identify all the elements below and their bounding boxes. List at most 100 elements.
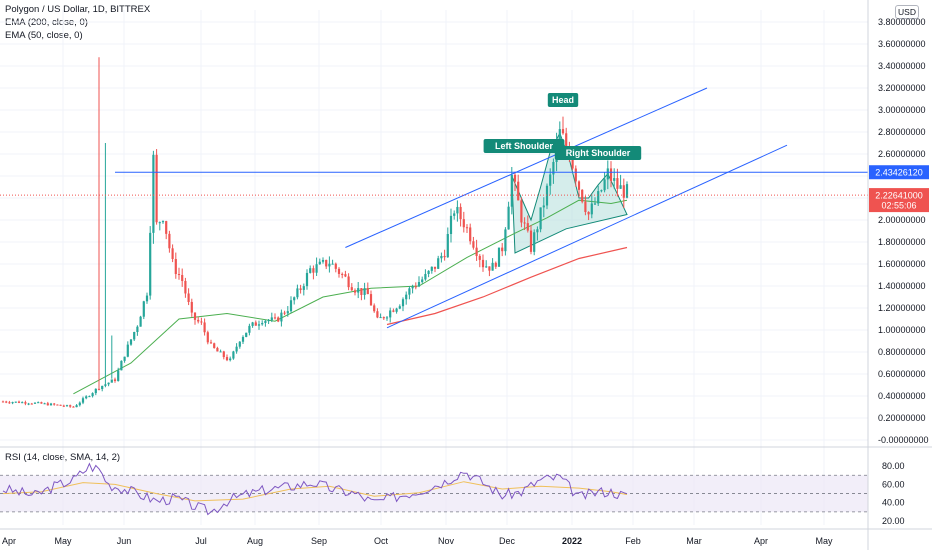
candle-body [350, 287, 353, 291]
candle-body [190, 301, 193, 313]
candle-body [427, 270, 430, 275]
candle-body [603, 179, 606, 191]
candle-body [277, 317, 280, 322]
candle-body [113, 379, 117, 381]
y-tick-label: 1.60000000 [878, 259, 926, 269]
candle-body [165, 221, 168, 234]
candle-body [225, 357, 229, 361]
x-tick-label: Mar [686, 536, 702, 546]
candle-body [325, 259, 328, 267]
candle-body [472, 241, 475, 248]
right-shoulder-label-badge [554, 146, 642, 160]
candle-body [520, 200, 523, 223]
candle-body [273, 317, 277, 319]
candle-body [440, 255, 443, 259]
candle-body [625, 184, 629, 198]
candle-body [481, 259, 485, 268]
candle-body [14, 401, 17, 403]
candle-body [296, 288, 299, 298]
candle-body [280, 312, 283, 322]
candle-body [385, 317, 389, 319]
channel-upper-line [345, 87, 708, 248]
candle-body [213, 343, 216, 348]
candle-body [235, 346, 238, 352]
x-tick-label: Aug [247, 536, 263, 546]
candle-body [571, 158, 574, 169]
candle-body [181, 275, 184, 281]
candle-body [299, 288, 302, 290]
candle-body [405, 294, 408, 300]
candle-body [401, 299, 405, 307]
candle-body [174, 258, 177, 275]
countdown-label: 02:55:06 [881, 201, 916, 211]
candle-body [155, 154, 158, 223]
currency-selector[interactable]: USD [895, 5, 919, 19]
head-label-badge [547, 93, 579, 107]
candle-body [117, 370, 120, 381]
candle-body [101, 385, 104, 390]
candle-body [510, 174, 513, 207]
candle-body [56, 404, 59, 406]
resistance-price-label: 2.43426120 [875, 167, 923, 177]
rsi-line [2, 462, 628, 516]
candle-body [200, 321, 203, 323]
candle-body [360, 288, 363, 295]
candle-body [62, 405, 65, 407]
x-tick-label: Apr [2, 536, 16, 546]
candle-body [5, 401, 8, 403]
candle-body [334, 263, 337, 269]
candle-body [437, 258, 440, 269]
last-price-badge [869, 188, 929, 213]
rsi-tick-label: 20.00 [882, 516, 905, 526]
candle-body [91, 393, 94, 397]
candle-body [587, 211, 590, 215]
y-tick-label: 0.20000000 [878, 413, 926, 423]
candle-body [152, 154, 155, 233]
candle-body [443, 255, 446, 258]
candle-body [331, 263, 334, 265]
candle-body [270, 317, 273, 321]
candle-body [558, 129, 561, 144]
candle-body [184, 280, 187, 294]
candle-body [78, 402, 81, 406]
candle-body [459, 206, 462, 220]
candle-body [254, 322, 257, 326]
candle-body [446, 234, 449, 258]
annotations: Left Shoulder Head Right Shoulder [0, 87, 868, 329]
candle-body [408, 288, 411, 295]
y-tick-label: 3.20000000 [878, 83, 926, 93]
candle-body [542, 205, 545, 208]
candle-body [526, 223, 529, 231]
candle-body [33, 402, 37, 404]
candle-body [145, 295, 149, 302]
candle-body [513, 174, 517, 182]
candle-body [523, 222, 526, 224]
rsi-tick-label: 40.00 [882, 498, 905, 508]
head-label: Head [552, 95, 574, 105]
candle-body [177, 274, 181, 276]
candle-body [21, 402, 24, 404]
y-tick-label: 1.00000000 [878, 325, 926, 335]
candle-body [94, 388, 97, 394]
x-tick-label: May [815, 536, 833, 546]
candle-body [261, 322, 264, 325]
candle-body [65, 405, 69, 407]
candle-body [485, 266, 488, 268]
candle-body [232, 351, 235, 359]
candle-body [305, 272, 309, 287]
x-tick-label: Sep [311, 536, 327, 546]
candle-body [453, 213, 456, 216]
ema50-legend: EMA (50, close, 0) [5, 30, 83, 41]
candle-body [590, 203, 593, 215]
candle-body [417, 282, 421, 287]
candle-body [529, 230, 533, 252]
candle-body [11, 402, 14, 404]
candle-body [75, 405, 78, 408]
rsi-pane [0, 462, 868, 516]
candle-body [40, 402, 43, 404]
y-tick-label: 2.80000000 [878, 127, 926, 137]
x-tick-label: Oct [374, 536, 389, 546]
candle-body [507, 206, 510, 230]
